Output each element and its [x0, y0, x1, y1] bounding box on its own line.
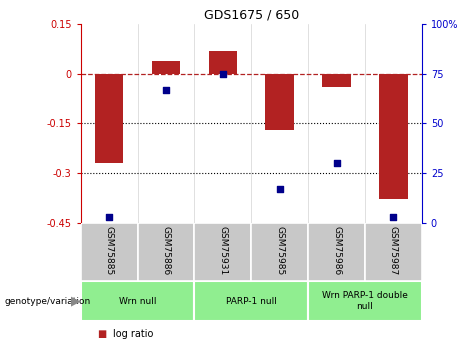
Bar [152, 60, 180, 74]
Text: ▶: ▶ [71, 295, 81, 308]
Bar [95, 74, 124, 163]
Bar [81, 281, 195, 321]
Bar [308, 223, 365, 281]
Bar [379, 74, 408, 199]
Text: log ratio: log ratio [113, 329, 154, 339]
Text: ■: ■ [97, 329, 106, 339]
Point [333, 160, 340, 166]
Point [390, 214, 397, 219]
Bar [195, 281, 308, 321]
Point [219, 71, 226, 77]
Bar [322, 74, 351, 87]
Point [106, 214, 113, 219]
Bar [308, 281, 422, 321]
Text: GSM75886: GSM75886 [161, 226, 171, 276]
Text: Wrn PARP-1 double
null: Wrn PARP-1 double null [322, 291, 408, 311]
Point [162, 87, 170, 92]
Bar [266, 74, 294, 130]
Text: PARP-1 null: PARP-1 null [226, 296, 277, 306]
Text: Wrn null: Wrn null [119, 296, 156, 306]
Text: GSM75985: GSM75985 [275, 226, 284, 276]
Text: GSM75931: GSM75931 [219, 226, 227, 276]
Bar [251, 223, 308, 281]
Bar [137, 223, 195, 281]
Text: GSM75986: GSM75986 [332, 226, 341, 276]
Text: genotype/variation: genotype/variation [5, 297, 91, 306]
Text: GSM75885: GSM75885 [105, 226, 113, 276]
Bar [208, 51, 237, 74]
Title: GDS1675 / 650: GDS1675 / 650 [204, 9, 299, 22]
Text: GSM75987: GSM75987 [389, 226, 398, 276]
Bar [365, 223, 422, 281]
Point [276, 186, 284, 191]
Bar [195, 223, 251, 281]
Bar [81, 223, 137, 281]
